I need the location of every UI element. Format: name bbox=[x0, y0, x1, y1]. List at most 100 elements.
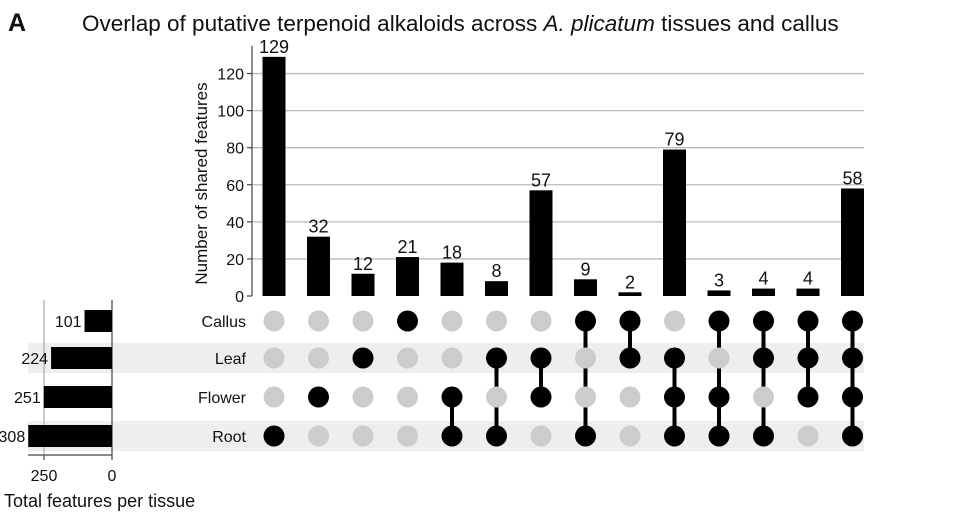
y-tick-label: 20 bbox=[226, 252, 244, 269]
matrix-dot-active bbox=[708, 425, 730, 447]
matrix-dot-active bbox=[797, 347, 819, 369]
bar-value-label: 9 bbox=[580, 259, 590, 279]
set-size-tick-label: 250 bbox=[31, 468, 58, 485]
matrix-dot-active bbox=[664, 425, 685, 447]
chart-title: Overlap of putative terpenoid alkaloids … bbox=[82, 11, 839, 36]
set-size-value-label: 308 bbox=[0, 429, 25, 446]
intersection-bar bbox=[307, 236, 330, 296]
intersection-bar bbox=[396, 257, 419, 296]
set-label: Flower bbox=[198, 390, 247, 407]
matrix-dot-active bbox=[664, 386, 685, 408]
intersection-bar bbox=[440, 262, 464, 296]
chart-title-part: A. plicatum bbox=[542, 11, 655, 36]
bar-value-label: 58 bbox=[842, 168, 862, 188]
matrix-dot-inactive bbox=[575, 347, 596, 369]
intersection-bar bbox=[841, 188, 864, 296]
bar-value-label: 3 bbox=[714, 270, 724, 290]
matrix-dot-active bbox=[263, 425, 285, 447]
y-tick-label: 0 bbox=[235, 289, 244, 306]
matrix-dot-active bbox=[797, 386, 819, 408]
bar-value-label: 4 bbox=[803, 269, 813, 289]
bar-value-label: 12 bbox=[353, 254, 373, 274]
matrix-dot-active bbox=[664, 347, 685, 369]
set-size-bar bbox=[84, 310, 112, 332]
set-size-value-label: 224 bbox=[21, 351, 48, 368]
matrix-dot-active bbox=[575, 425, 596, 447]
intersection-bar bbox=[485, 281, 508, 296]
matrix-dot-inactive bbox=[308, 425, 329, 447]
matrix-dot-inactive bbox=[575, 386, 596, 408]
intersection-bar bbox=[529, 190, 553, 296]
matrix-dot-active bbox=[441, 425, 463, 447]
matrix-dot-inactive bbox=[530, 310, 552, 332]
intersection-bar bbox=[796, 288, 820, 296]
matrix-dot-inactive bbox=[441, 347, 463, 369]
intersection-bars: 0 20 40 60 80 100 120 Number of shared features… bbox=[192, 37, 864, 306]
bar-value-label: 4 bbox=[758, 269, 768, 289]
intersection-bar bbox=[262, 56, 286, 296]
y-tick-label: 60 bbox=[226, 178, 244, 195]
matrix-dot-active bbox=[397, 310, 418, 332]
set-size-bar bbox=[51, 347, 112, 369]
matrix-dot-inactive bbox=[263, 310, 285, 332]
matrix-dot-inactive bbox=[263, 386, 285, 408]
matrix-dot-inactive bbox=[308, 310, 329, 332]
set-size-value-label: 251 bbox=[14, 390, 41, 407]
matrix-dot-active bbox=[842, 425, 863, 447]
matrix-dot-inactive bbox=[397, 386, 418, 408]
y-tick-label: 80 bbox=[226, 141, 244, 158]
set-size-value-label: 101 bbox=[55, 314, 82, 331]
set-label: Root bbox=[212, 429, 246, 446]
matrix-dot-active bbox=[308, 386, 329, 408]
matrix-dot-inactive bbox=[619, 386, 641, 408]
intersection-bar bbox=[707, 290, 731, 296]
matrix-dot-inactive bbox=[352, 310, 374, 332]
matrix-dot-active bbox=[575, 310, 596, 332]
matrix-dot-inactive bbox=[753, 386, 774, 408]
y-axis-label: Number of shared features bbox=[192, 82, 211, 284]
bar-value-label: 21 bbox=[397, 237, 417, 257]
bar-value-label: 79 bbox=[664, 130, 684, 150]
set-size-axis-label: Total features per tissue bbox=[4, 491, 195, 511]
bar-value-label: 129 bbox=[259, 37, 289, 57]
matrix-dot-inactive bbox=[797, 425, 819, 447]
chart-title-part: tissues and callus bbox=[655, 11, 839, 36]
matrix-dot-active bbox=[486, 425, 507, 447]
matrix-dot-active bbox=[708, 386, 730, 408]
matrix-dot-inactive bbox=[486, 386, 507, 408]
matrix-dot-active bbox=[486, 347, 507, 369]
intersection-matrix: Callus Leaf Flower Root bbox=[28, 310, 864, 451]
matrix-dot-active bbox=[530, 347, 552, 369]
matrix-dot-inactive bbox=[664, 310, 685, 332]
matrix-dot-active bbox=[708, 310, 730, 332]
matrix-dot-active bbox=[352, 347, 374, 369]
matrix-dot-active bbox=[797, 310, 819, 332]
matrix-dot-inactive bbox=[708, 347, 730, 369]
matrix-dot-active bbox=[441, 386, 463, 408]
matrix-dot-active bbox=[753, 425, 774, 447]
y-tick-label: 100 bbox=[217, 104, 244, 121]
chart-title-part: Overlap of putative terpenoid alkaloids … bbox=[82, 11, 544, 36]
matrix-dot-active bbox=[619, 310, 641, 332]
intersection-bar bbox=[663, 149, 686, 296]
y-tick-label: 40 bbox=[226, 215, 244, 232]
panel-letter: A bbox=[8, 9, 26, 37]
set-label: Leaf bbox=[215, 351, 247, 368]
matrix-dot-inactive bbox=[619, 425, 641, 447]
bar-value-label: 8 bbox=[491, 261, 501, 281]
set-size-panel: 101 224 251 308 250 0 Total features per tissu… bbox=[0, 300, 195, 511]
matrix-dot-active bbox=[530, 386, 552, 408]
set-size-bar bbox=[28, 425, 113, 447]
matrix-dot-active bbox=[619, 347, 641, 369]
matrix-dot-inactive bbox=[308, 347, 329, 369]
intersection-bar bbox=[351, 273, 375, 296]
matrix-dot-active bbox=[842, 347, 863, 369]
matrix-dot-inactive bbox=[397, 425, 418, 447]
bar-value-label: 57 bbox=[531, 170, 551, 190]
intersection-bar bbox=[752, 288, 775, 296]
set-size-tick-label: 0 bbox=[108, 468, 117, 485]
matrix-dot-active bbox=[753, 347, 774, 369]
set-label: Callus bbox=[202, 314, 246, 331]
matrix-dot-inactive bbox=[352, 386, 374, 408]
